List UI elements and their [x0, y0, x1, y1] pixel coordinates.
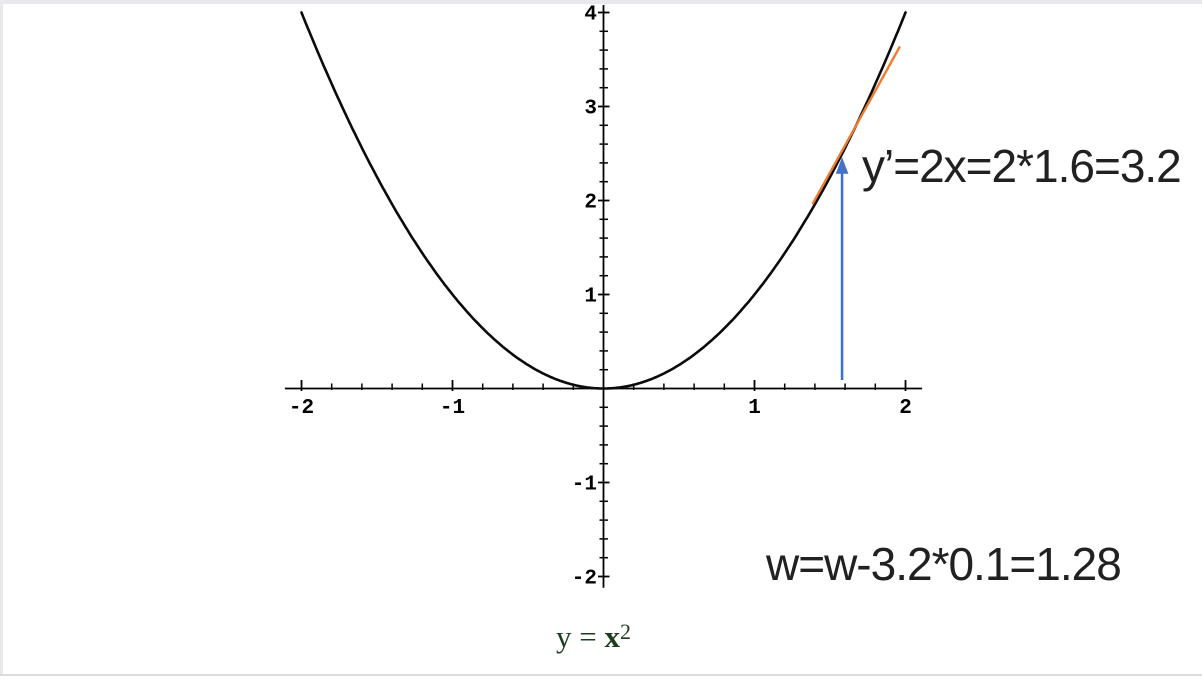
x-tick-label: -2: [289, 397, 314, 420]
x-tick-label: -1: [440, 397, 465, 420]
x-tick-label: 2: [899, 397, 912, 420]
y-tick-label: -2: [572, 568, 597, 591]
slide-frame-bottom: [0, 674, 1202, 676]
y-tick-label: 1: [584, 286, 597, 309]
slide-frame-top: [0, 0, 1202, 4]
gradient-arrow-head: [835, 157, 849, 174]
formula-prefix: y =: [556, 619, 605, 654]
formula-variable: x: [604, 619, 620, 654]
x-tick-label: 1: [748, 397, 761, 420]
derivative-annotation: y’=2x=2*1.6=3.2: [862, 140, 1182, 192]
formula-exponent: 2: [619, 619, 631, 644]
function-formula: y = x2: [556, 619, 631, 654]
tangent-line: [811, 46, 901, 205]
parabola-curve: [300, 11, 907, 390]
y-tick-label: 2: [584, 192, 597, 215]
y-tick-label: -1: [572, 474, 597, 497]
slide-frame-left: [0, 0, 3, 676]
y-tick-label: 4: [584, 4, 597, 27]
y-tick-label: 3: [584, 98, 597, 121]
weight-update-annotation: w=w-3.2*0.1=1.28: [766, 538, 1122, 590]
